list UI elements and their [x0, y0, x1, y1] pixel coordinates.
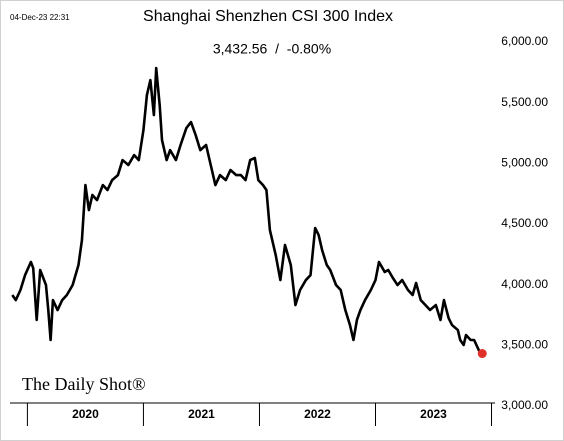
x-tick-label: 2020: [72, 407, 99, 421]
y-tick-label: 3,000.00: [501, 398, 548, 412]
y-tick-label: 5,500.00: [501, 95, 548, 109]
x-tick-label: 2023: [420, 407, 447, 421]
chart-subtitle: 3,432.56 / -0.80%: [213, 41, 331, 57]
y-tick-label: 4,500.00: [501, 216, 548, 230]
watermark: The Daily Shot®: [22, 374, 146, 394]
y-tick-label: 6,000.00: [501, 34, 548, 48]
y-tick-label: 5,000.00: [501, 156, 548, 170]
x-tick-label: 2021: [188, 407, 215, 421]
price-line: [11, 66, 484, 355]
timestamp: 04-Dec-23 22:31: [10, 13, 70, 22]
chart-title: Shanghai Shenzhen CSI 300 Index: [143, 8, 393, 25]
y-tick-label: 3,500.00: [501, 338, 548, 352]
y-tick-label: 4,000.00: [501, 277, 548, 291]
last-point: [477, 349, 487, 359]
x-tick-label: 2022: [304, 407, 331, 421]
